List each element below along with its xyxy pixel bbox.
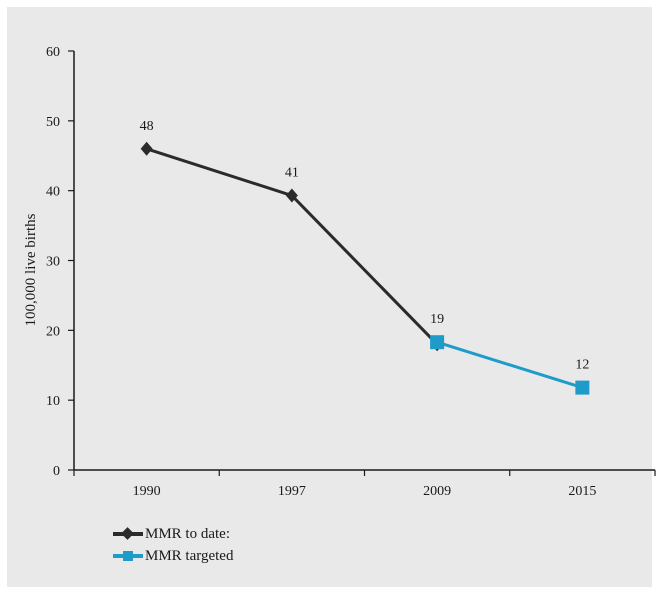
y-tick-label: 30 bbox=[46, 255, 60, 270]
y-tick-label: 10 bbox=[46, 394, 60, 409]
y-tick-label: 40 bbox=[46, 185, 60, 200]
legend: MMR to date: MMR targeted bbox=[113, 523, 233, 567]
chart-panel bbox=[7, 7, 652, 587]
data-label-mmr-targeted: 12 bbox=[575, 358, 589, 373]
y-tick-label: 20 bbox=[46, 324, 60, 339]
data-label-mmr-targeted: 19 bbox=[430, 312, 444, 327]
square-marker-icon bbox=[123, 551, 133, 561]
legend-item-mmr-to-date: MMR to date: bbox=[113, 523, 233, 545]
x-tick-label: 1997 bbox=[278, 484, 306, 499]
legend-label-mmr-to-date: MMR to date: bbox=[145, 525, 230, 542]
data-label-mmr-to-date: 41 bbox=[285, 166, 299, 181]
y-axis-label: 100,000 live births bbox=[23, 213, 39, 326]
series-layer: 48 41 19 12 bbox=[140, 119, 590, 395]
legend-item-mmr-targeted: MMR targeted bbox=[113, 545, 233, 567]
legend-label-mmr-targeted: MMR targeted bbox=[145, 547, 234, 564]
legend-swatch-mmr-targeted bbox=[113, 549, 143, 563]
data-point-mmr-to-date bbox=[285, 188, 298, 203]
data-point-mmr-targeted bbox=[575, 380, 590, 395]
x-tick-label: 2015 bbox=[568, 484, 596, 499]
x-tick-label: 1990 bbox=[133, 484, 161, 499]
legend-swatch-mmr-to-date bbox=[113, 527, 143, 541]
y-tick-label: 60 bbox=[46, 45, 60, 60]
axes: 0 10 20 30 40 50 60 1990 1997 2009 2015 bbox=[46, 45, 656, 499]
y-tick-label: 0 bbox=[53, 464, 60, 479]
x-tick-label: 2009 bbox=[423, 484, 451, 499]
series-line-mmr-targeted bbox=[436, 340, 583, 390]
diamond-marker-icon bbox=[121, 527, 134, 540]
data-point-mmr-targeted bbox=[430, 335, 445, 350]
data-label-mmr-to-date: 48 bbox=[140, 119, 154, 134]
data-point-mmr-to-date bbox=[140, 141, 153, 156]
y-tick-label: 50 bbox=[46, 115, 60, 130]
